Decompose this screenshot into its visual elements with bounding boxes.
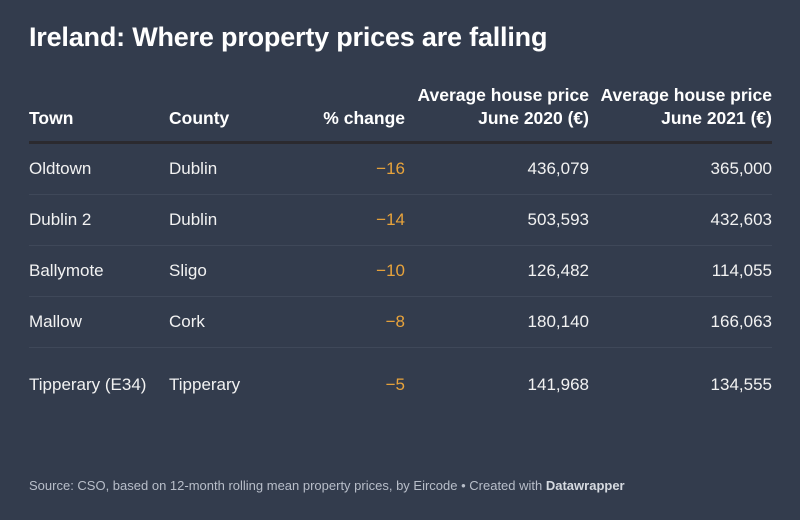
cell-price-2020: 436,079 bbox=[405, 142, 589, 195]
cell-price-2020: 180,140 bbox=[405, 296, 589, 348]
cell-town: Ballymote bbox=[29, 245, 169, 297]
table-row: Tipperary (E34) Tipperary −5 141,968 134,555 bbox=[29, 348, 772, 423]
cell-price-2021: 365,000 bbox=[589, 142, 772, 195]
cell-change: −8 bbox=[289, 296, 405, 348]
cell-county: Dublin bbox=[169, 194, 289, 246]
cell-price-2020: 141,968 bbox=[527, 375, 589, 394]
price-table: Town County % change Average house price… bbox=[29, 84, 772, 422]
cell-price-2021: 114,055 bbox=[589, 245, 772, 297]
cell-town: Mallow bbox=[29, 296, 169, 348]
cell-town: Dublin 2 bbox=[29, 194, 169, 246]
cell-town: Tipperary (E34) bbox=[29, 375, 147, 394]
header-change[interactable]: % change bbox=[289, 84, 405, 144]
cell-county: Sligo bbox=[169, 245, 289, 297]
cell-county: Tipperary bbox=[169, 375, 241, 394]
source-text: Source: CSO, based on 12-month rolling m… bbox=[29, 478, 546, 493]
table-row: Mallow Cork −8 180,140 166,063 bbox=[29, 296, 772, 348]
header-county[interactable]: County bbox=[169, 84, 289, 144]
cell-county: Dublin bbox=[169, 142, 289, 195]
cell-county: Cork bbox=[169, 296, 289, 348]
cell-change: −16 bbox=[289, 142, 405, 195]
cell-price-2021: 166,063 bbox=[589, 296, 772, 348]
header-town[interactable]: Town bbox=[29, 84, 169, 144]
cell-change: −10 bbox=[289, 245, 405, 297]
chart-title: Ireland: Where property prices are falli… bbox=[29, 22, 548, 52]
cell-price-2021: 134,555 bbox=[710, 375, 772, 394]
header-price-2020[interactable]: Average house price June 2020 (€) bbox=[405, 84, 589, 144]
table-row: Dublin 2 Dublin −14 503,593 432,603 bbox=[29, 194, 772, 246]
table-row: Ballymote Sligo −10 126,482 114,055 bbox=[29, 245, 772, 297]
table-row: Oldtown Dublin −16 436,079 365,000 bbox=[29, 142, 772, 195]
cell-change: −14 bbox=[289, 194, 405, 246]
cell-price-2020: 503,593 bbox=[405, 194, 589, 246]
cell-price-2021: 432,603 bbox=[589, 194, 772, 246]
table-header-row: Town County % change Average house price… bbox=[29, 84, 772, 144]
cell-price-2020: 126,482 bbox=[405, 245, 589, 297]
cell-change: −5 bbox=[385, 375, 405, 394]
cell-town: Oldtown bbox=[29, 142, 169, 195]
datawrapper-link[interactable]: Datawrapper bbox=[545, 478, 625, 493]
footer-source: Source: CSO, based on 12-month rolling m… bbox=[29, 478, 625, 493]
header-price-2021[interactable]: Average house price June 2021 (€) bbox=[589, 84, 772, 144]
